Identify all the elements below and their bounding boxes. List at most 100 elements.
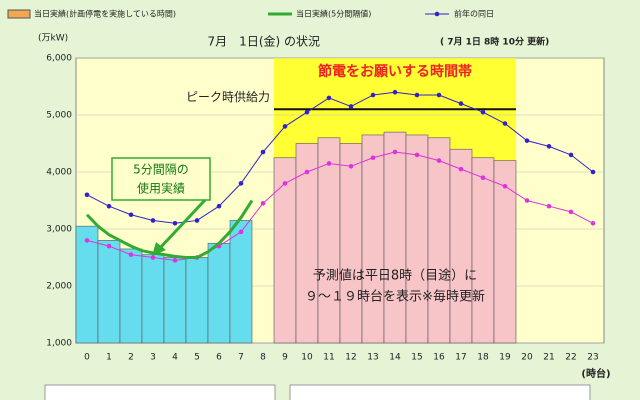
line-point xyxy=(128,212,134,218)
line-point xyxy=(84,238,90,243)
line-point xyxy=(458,166,464,172)
bar xyxy=(361,134,385,344)
y-tick-label: 4,000 xyxy=(46,168,72,178)
line-point xyxy=(216,203,222,209)
line-point xyxy=(106,203,112,209)
x-tick-label: 19 xyxy=(499,353,511,363)
annotation: ９～１９時台を表示※毎時更新 xyxy=(305,289,485,305)
x-tick-label: 0 xyxy=(84,353,90,363)
line-point xyxy=(150,255,156,260)
line xyxy=(86,91,594,224)
x-tick-label: 18 xyxy=(477,353,489,363)
bar xyxy=(229,220,253,344)
x-tick-label: 22 xyxy=(565,353,576,363)
line-point xyxy=(414,152,420,158)
annotation-arrowhead xyxy=(152,242,166,256)
annotation: 5分間隔の xyxy=(133,163,189,177)
line-point xyxy=(502,183,508,189)
bar xyxy=(405,134,429,344)
line-point xyxy=(282,124,288,129)
bar xyxy=(339,143,363,344)
x-tick-label: 8 xyxy=(260,353,266,363)
x-tick-label: 7 xyxy=(238,353,244,363)
line-point xyxy=(194,218,200,223)
x-tick-label: 17 xyxy=(455,353,466,363)
y-tick-label: 2,000 xyxy=(46,282,72,292)
y-axis-label: (万kW) xyxy=(38,34,68,44)
chart-title: 7月 1日(金) の状況 xyxy=(208,34,320,49)
x-tick-label: 2 xyxy=(128,353,134,363)
bar xyxy=(383,131,407,344)
line-point xyxy=(172,221,178,226)
bar xyxy=(119,248,143,344)
highlight-label: 節電をお願いする時間帯 xyxy=(318,63,472,80)
line-point xyxy=(480,109,486,115)
x-axis-label: (時台) xyxy=(581,367,610,380)
line-point xyxy=(282,181,288,186)
bar xyxy=(207,242,231,344)
legend-swatch xyxy=(7,9,31,19)
line-point xyxy=(260,149,266,155)
line-point xyxy=(150,218,156,223)
five-min-line xyxy=(85,199,254,259)
x-tick-label: 1 xyxy=(106,353,112,363)
bar xyxy=(97,240,121,344)
bar xyxy=(493,160,517,344)
x-tick-label: 16 xyxy=(433,353,445,363)
y-tick-label: 1,000 xyxy=(46,339,72,349)
bar xyxy=(141,254,165,344)
subtitle: ( 7月 1日 8時 10分 更新) xyxy=(440,36,549,48)
line-point xyxy=(172,258,178,263)
line-point xyxy=(128,252,134,257)
x-tick-label: 13 xyxy=(367,353,378,363)
x-tick-label: 10 xyxy=(301,353,313,363)
legend-label: 当日実績(5分間隔値) xyxy=(296,9,371,19)
line-point xyxy=(590,221,596,226)
x-tick-label: 6 xyxy=(216,353,222,363)
bar xyxy=(471,157,495,344)
peak-supply-label: ピーク時供給力 xyxy=(186,90,270,104)
line-point xyxy=(502,121,508,126)
legend-swatch xyxy=(434,11,440,17)
x-tick-label: 12 xyxy=(345,353,356,363)
annotation: 予測値は平日8時（目途）に xyxy=(313,268,477,284)
y-tick-label: 3,000 xyxy=(46,225,72,235)
line-point xyxy=(392,149,398,155)
bar xyxy=(185,257,209,344)
x-tick-label: 9 xyxy=(282,353,288,363)
line-point xyxy=(436,92,442,98)
x-tick-label: 23 xyxy=(587,353,598,363)
line-point xyxy=(238,181,244,186)
annotation-arrow xyxy=(158,198,207,250)
line-point xyxy=(546,144,552,149)
line-point xyxy=(568,209,574,215)
x-tick-label: 11 xyxy=(323,353,334,363)
line-point xyxy=(458,101,464,106)
bar xyxy=(427,137,451,344)
line xyxy=(86,151,594,261)
line-point xyxy=(106,243,112,249)
y-tick-label: 6,000 xyxy=(46,54,72,64)
line-point xyxy=(238,229,244,235)
panel xyxy=(289,384,591,400)
line-point xyxy=(524,198,530,203)
line-point xyxy=(392,89,398,95)
line-point xyxy=(84,192,90,198)
line-point xyxy=(414,92,420,98)
x-tick-label: 3 xyxy=(150,353,156,363)
x-tick-label: 4 xyxy=(172,353,178,363)
line-point xyxy=(590,169,596,175)
line-point xyxy=(304,109,310,115)
legend-label: 前年の同日 xyxy=(454,9,494,19)
line-point xyxy=(568,152,574,158)
line-point xyxy=(436,158,442,163)
line-point xyxy=(546,203,552,209)
y-tick-label: 5,000 xyxy=(46,111,72,121)
line-point xyxy=(326,161,332,166)
panel xyxy=(44,384,276,400)
legend-label: 当日実績(計画停電を実施している時間) xyxy=(34,9,176,19)
line-point xyxy=(326,95,332,101)
bar xyxy=(449,148,473,344)
bar xyxy=(75,225,99,344)
line-point xyxy=(370,155,376,161)
